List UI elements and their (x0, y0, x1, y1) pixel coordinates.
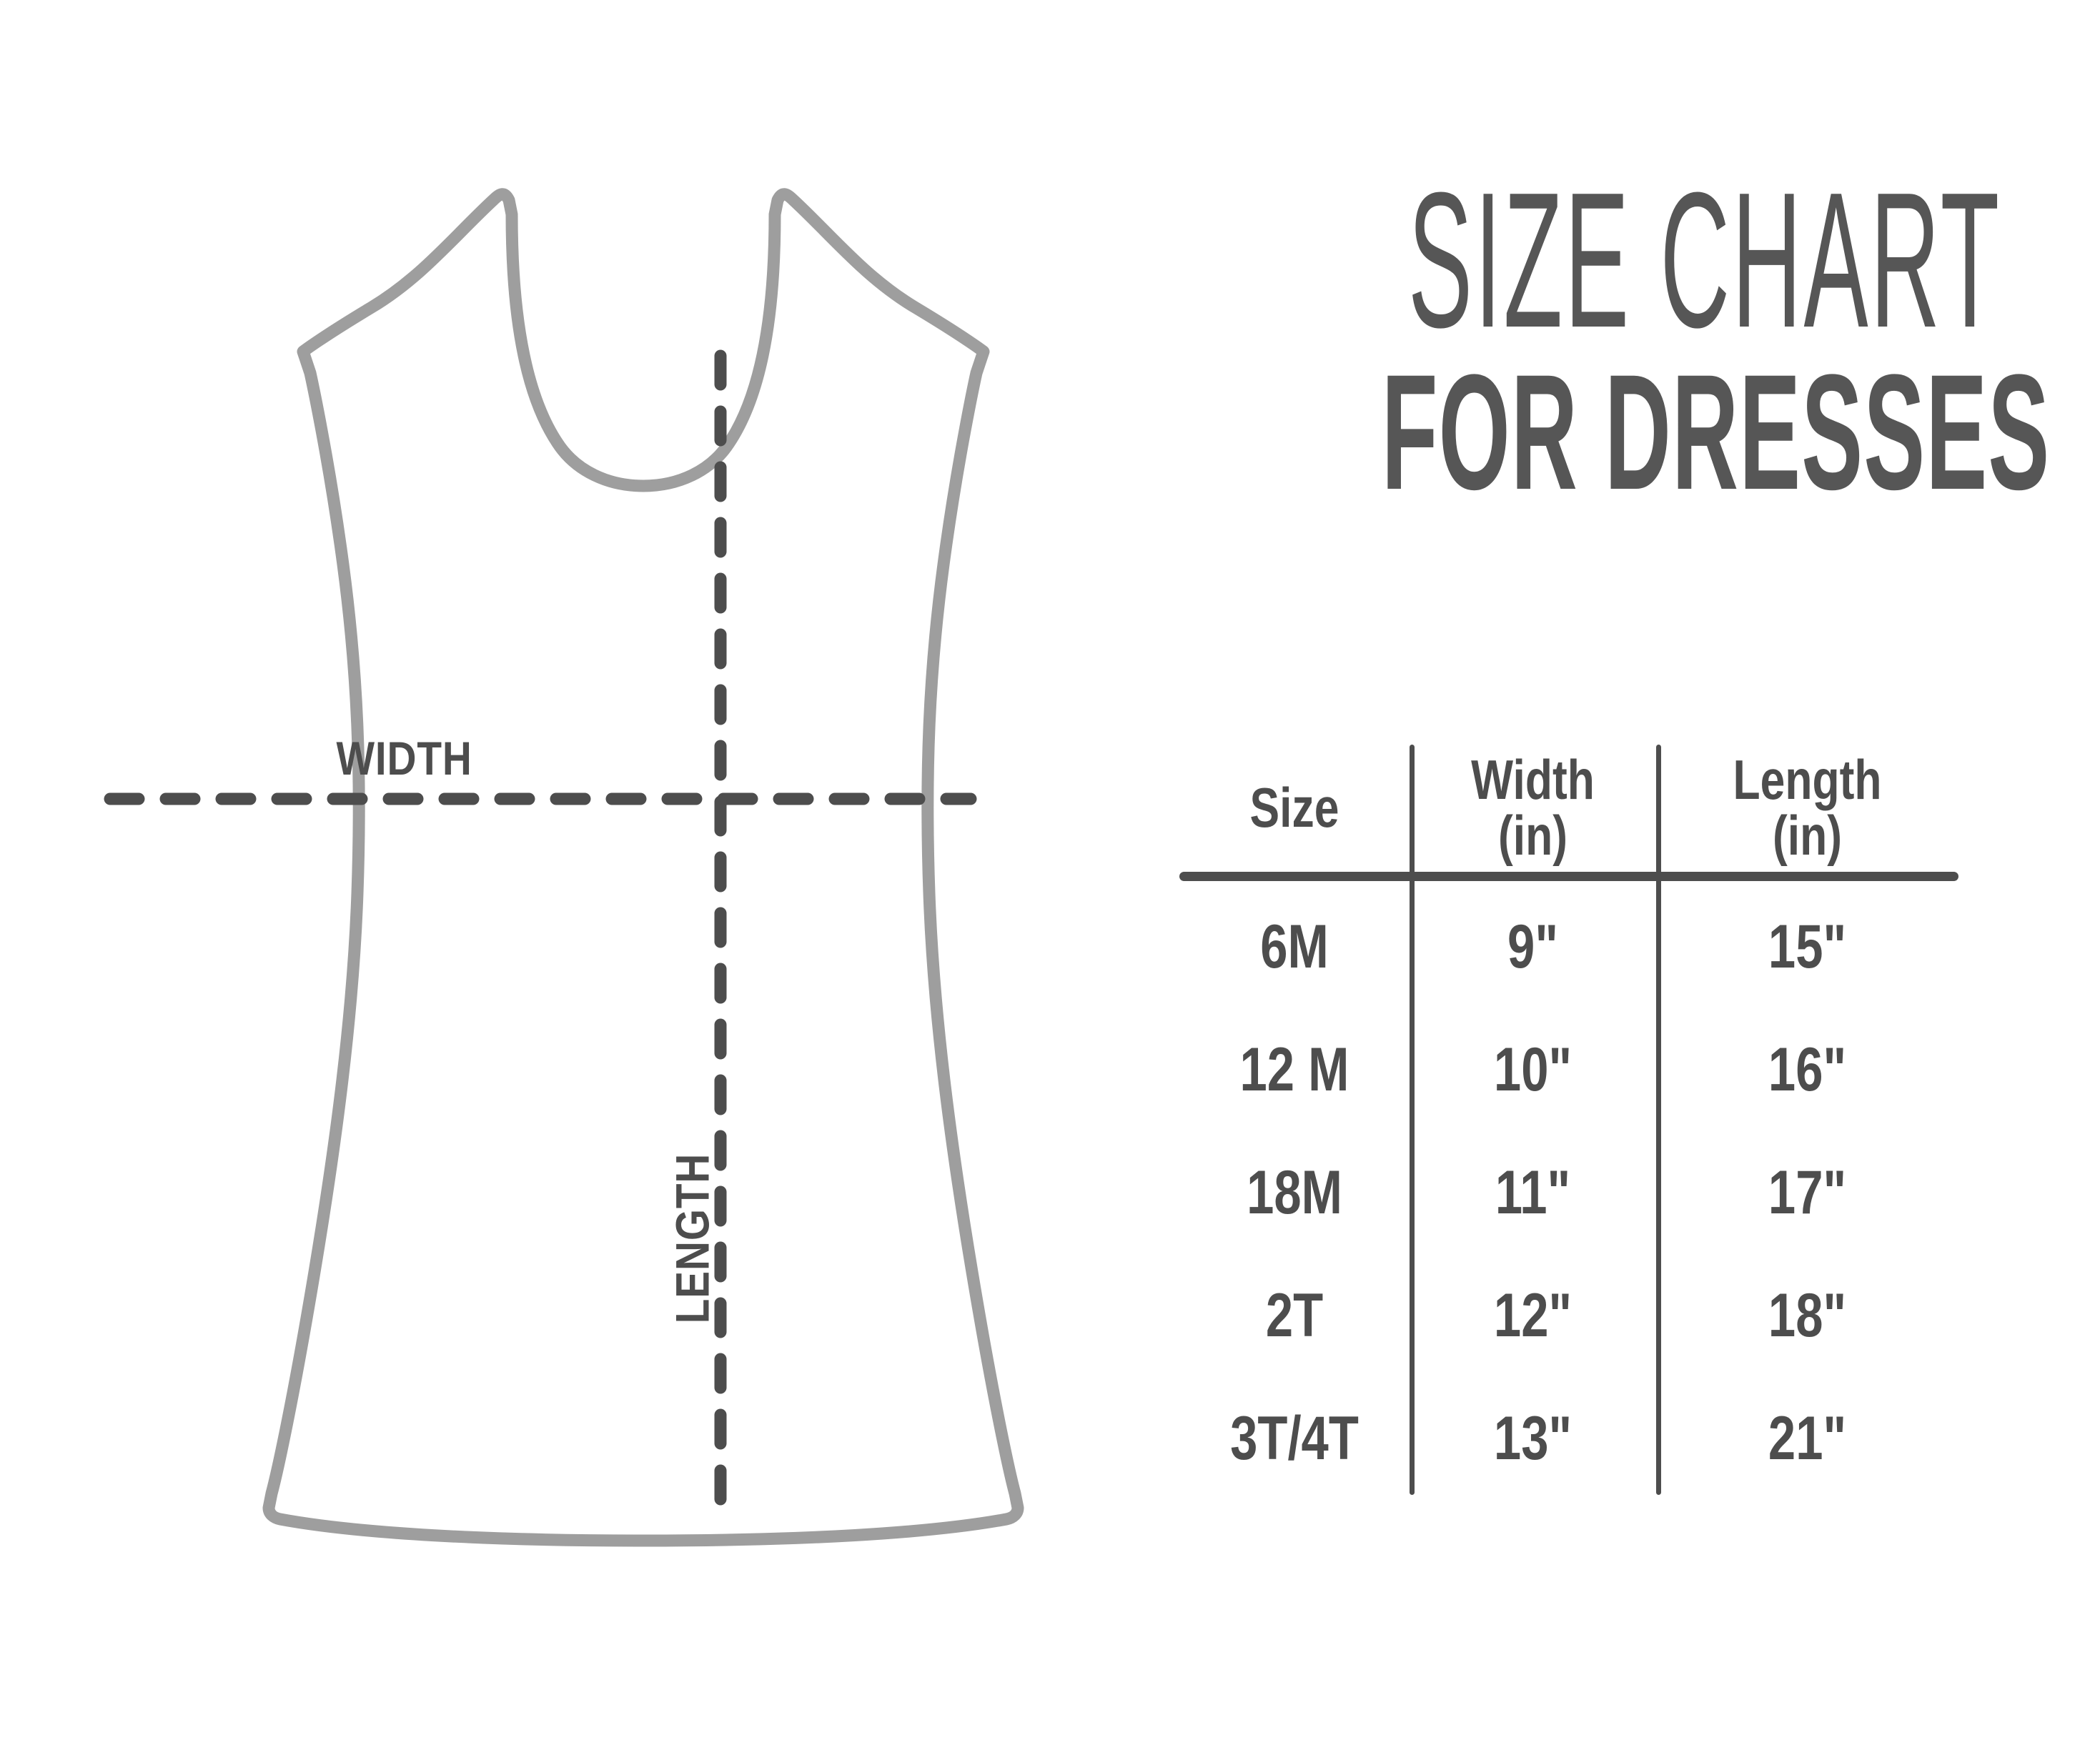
table-row: 18M 11" 17" (1179, 1150, 1958, 1236)
column-divider-width-length (1656, 745, 1661, 1495)
cell-width: 12" (1493, 1281, 1572, 1350)
table-row: 3T/4T 13" 21" (1179, 1396, 1958, 1481)
size-table: Size Width (in) Length (in) 6M 9" 15" 12… (1179, 729, 1958, 1508)
cell-size: 2T (1265, 1281, 1324, 1350)
chart-title-line-one: SIZE CHART (1408, 153, 2002, 368)
cell-length: 18" (1768, 1281, 1847, 1350)
table-row: 6M 9" 15" (1179, 904, 1958, 990)
cell-length: 15" (1768, 913, 1847, 981)
chart-title-line-two: FOR DRESSES (1381, 339, 2051, 524)
cell-size: 12 M (1239, 1035, 1349, 1104)
table-header-rule (1179, 872, 1958, 881)
dress-silhouette-path (262, 188, 1024, 1547)
column-divider-size-width (1410, 745, 1415, 1495)
cell-width: 13" (1493, 1404, 1572, 1473)
length-measurement-label: LENGTH (665, 1153, 719, 1324)
table-header-row: Size Width (in) Length (in) (1179, 747, 1958, 868)
size-chart-panel: SIZE CHART FOR DRESSES Size Width (in) L… (1158, 0, 2100, 1760)
chart-title-block: SIZE CHART FOR DRESSES (1187, 153, 2073, 524)
header-cell-size: Size (1249, 776, 1339, 839)
cell-size: 3T/4T (1230, 1404, 1359, 1473)
table-row: 12 M 10" 16" (1179, 1027, 1958, 1113)
cell-length: 17" (1768, 1158, 1847, 1227)
dress-outline-svg (104, 188, 1024, 1547)
header-cell-width: Width (in) (1471, 748, 1595, 867)
cell-width: 10" (1493, 1035, 1572, 1104)
table-row: 2T 12" 18" (1179, 1273, 1958, 1358)
header-cell-length: Length (in) (1733, 748, 1882, 867)
cell-width: 9" (1507, 913, 1558, 981)
cell-length: 16" (1768, 1035, 1847, 1104)
width-measurement-label: WIDTH (336, 732, 472, 785)
cell-length: 21" (1768, 1404, 1847, 1473)
dress-illustration-panel: WIDTH LENGTH (104, 188, 1024, 1547)
cell-size: 18M (1247, 1158, 1342, 1227)
cell-width: 11" (1495, 1158, 1571, 1227)
cell-size: 6M (1260, 913, 1329, 981)
